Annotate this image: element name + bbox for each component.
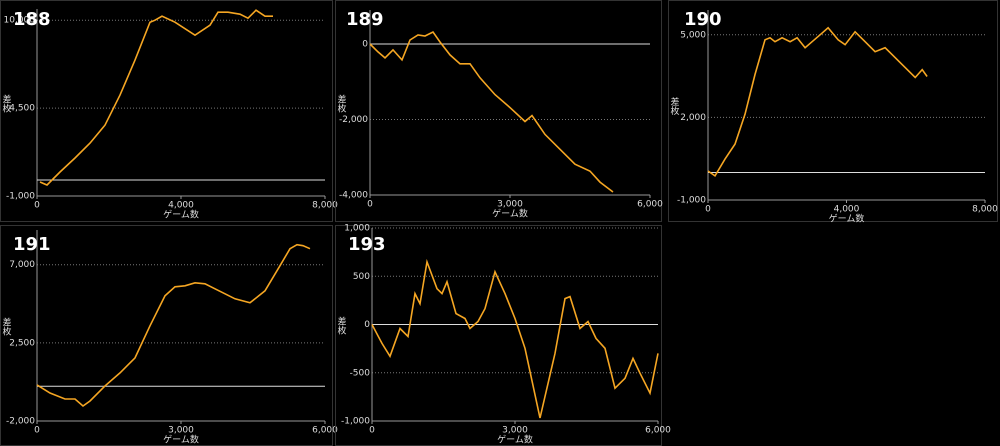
y-tick-label: 500 [353,272,370,282]
y-tick-label: -1,000 [6,192,35,202]
x-tick-label: 6,000 [637,200,663,210]
y-axis-label: 差枚 [1,93,12,113]
chart-title: 191 [13,234,51,255]
x-tick-label: 4,000 [834,205,860,215]
y-tick-label: 2,500 [9,338,35,348]
x-tick-label: 3,000 [497,200,523,210]
chart-panel: -1,000 -500 0 500 1,000 0 3,000 6,000 ゲーム数 差枚 193 [335,224,671,446]
data-line [369,30,614,193]
chart-title: 193 [348,234,386,255]
x-tick-label: 8,000 [972,205,998,215]
y-axis-label: 差枚 [336,93,347,113]
y-tick-label: 7,000 [9,260,35,270]
x-tick-label: 8,000 [312,201,338,211]
x-tick-label: 4,000 [168,201,194,211]
x-tick-label: 0 [369,426,375,436]
chart-title: 188 [13,9,51,30]
y-tick-label: -1,000 [341,417,370,427]
x-axis-label: ゲーム数 [163,209,199,221]
y-tick-label: -1,000 [677,196,706,206]
x-axis-label: ゲーム数 [497,434,533,446]
chart-title: 190 [684,9,722,30]
data-line [36,243,311,408]
chart-panel: -4,000 -2,000 0 0 3,000 6,000 ゲーム数 差枚 189 [335,0,663,222]
data-line [371,258,659,419]
x-axis-label: ゲーム数 [829,213,865,225]
y-tick-label: 4,500 [9,104,35,114]
panel-frame [0,0,333,222]
y-tick-label: 10,000 [4,16,36,26]
y-axis-label: 差枚 [1,316,12,336]
y-axis-label: 差枚 [669,96,680,116]
y-tick-label: 1,000 [344,224,370,234]
y-tick-label: 2,000 [680,113,706,123]
y-tick-label: -2,000 [339,115,368,125]
x-tick-label: 0 [34,201,40,211]
x-tick-label: 0 [34,426,40,436]
x-axis-label: ゲーム数 [492,208,528,220]
y-axis-label: 差枚 [336,315,347,335]
panel-frame [668,0,998,222]
data-line [707,26,928,178]
chart-title: 189 [346,9,384,30]
x-tick-label: 3,000 [502,426,528,436]
x-tick-label: 0 [367,200,373,210]
panel-frame [335,0,662,222]
y-tick-label: 0 [362,39,368,49]
x-tick-label: 3,000 [168,426,194,436]
y-tick-label: -500 [350,368,371,378]
x-tick-label: 6,000 [645,426,671,436]
x-tick-label: 0 [705,205,711,215]
x-tick-label: 6,000 [312,426,338,436]
y-tick-label: 0 [364,320,370,330]
y-tick-label: -2,000 [6,417,35,427]
chart-panel: -1,000 4,500 10,000 0 4,000 8,000 ゲーム数 差枚 188 [0,0,338,222]
data-line [39,9,273,186]
y-tick-label: -4,000 [339,191,368,201]
x-axis-label: ゲーム数 [163,434,199,446]
y-tick-label: 5,000 [680,30,706,40]
chart-panel: -1,000 2,000 5,000 0 4,000 8,000 ゲーム数 差枚 190 [668,0,998,225]
chart-panel: -2,000 2,500 7,000 0 3,000 6,000 ゲーム数 差枚 191 [0,225,338,446]
